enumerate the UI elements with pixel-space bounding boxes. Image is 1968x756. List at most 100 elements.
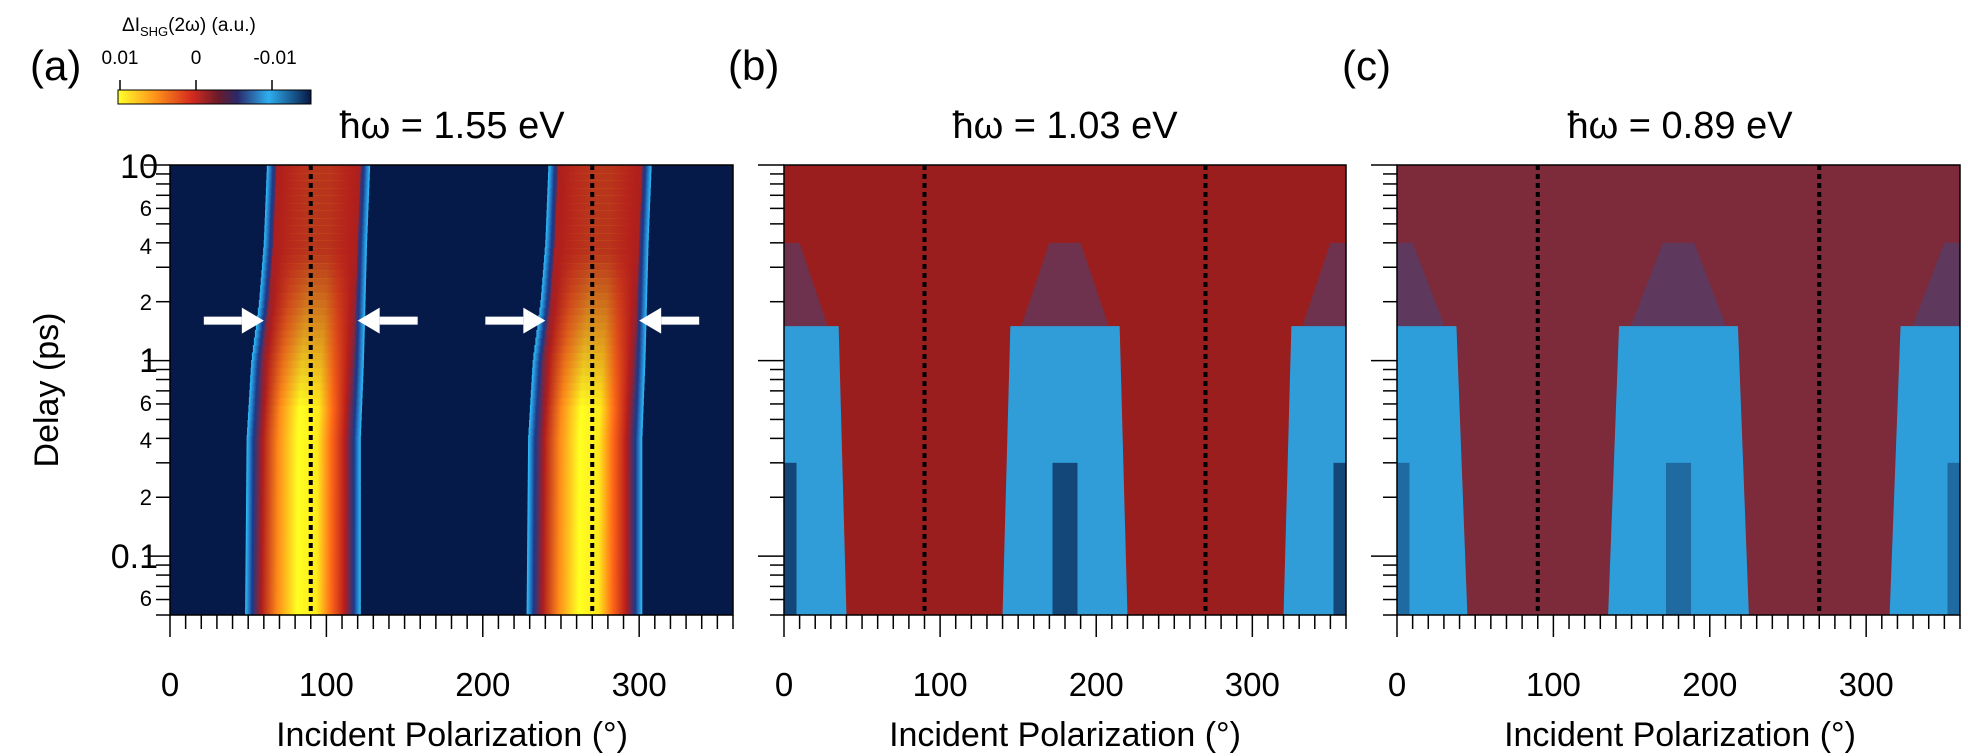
colorbar-tick-label: 0.01 — [102, 48, 139, 69]
colorbar-tick-label: 0 — [191, 48, 202, 69]
heatmap-lobe-strip — [250, 375, 364, 384]
heatmap-lobe-strip — [253, 337, 365, 346]
heatmap-lobe-strip — [245, 510, 361, 519]
heatmap-blue-lobe — [784, 326, 847, 615]
heatmap-lobes — [1397, 242, 1960, 615]
x-tick-label: 100 — [913, 666, 968, 703]
x-tick-label: 0 — [161, 666, 179, 703]
heatmap-lobe-shade — [270, 270, 357, 279]
y-minor-tick-label: 2 — [140, 485, 152, 510]
heatmap-lobe-strip — [529, 420, 643, 429]
heatmap-lobe-strip — [526, 562, 643, 571]
panel-a: 0 100 200 300 — [144, 164, 734, 703]
heatmap-lobe-strip — [247, 420, 362, 429]
heatmap-lobe-shade — [259, 375, 354, 384]
heatmap-lobe-shade — [550, 292, 638, 301]
heatmap-lobe-strip — [245, 540, 361, 549]
y-minor-tick-label: 4 — [140, 234, 152, 259]
heatmap-lobe-shade — [273, 232, 358, 241]
heatmap-lobe-strip — [247, 412, 362, 421]
x-axis-label-b: Incident Polarization (°) — [889, 716, 1241, 754]
heatmap-lobe-strip — [528, 442, 643, 451]
heatmap-lobe-strip — [527, 517, 643, 526]
heatmap-lobe-strip — [527, 547, 643, 556]
panel-c: 0 100 200 300 — [1371, 164, 1961, 703]
heatmap-lobe-strip — [251, 360, 364, 369]
panel-letter-b: (b) — [728, 42, 779, 89]
heatmap-lobe-shade — [262, 345, 355, 354]
heatmap-lobe-shade — [540, 390, 635, 399]
heatmap-lobe-strip — [246, 465, 361, 474]
heatmap-lobe-strip — [246, 457, 361, 466]
heatmap-lobe-strip — [527, 555, 643, 564]
heatmap-lobe-strip — [526, 585, 643, 594]
heatmap-lobe-strip — [531, 375, 645, 384]
heatmap-lobe-shade — [555, 217, 641, 226]
heatmap-lobe-shade — [543, 345, 637, 354]
heatmap-lobe-shade — [544, 337, 637, 346]
heatmap-lobe-shade — [275, 187, 360, 196]
heatmap-lobes — [784, 242, 1346, 615]
heatmap-lobe-shade — [546, 322, 637, 331]
heatmap-dark-core — [1052, 462, 1078, 615]
y-minor-tick-label: 4 — [140, 428, 152, 453]
heatmap-lobe-strip — [532, 367, 645, 376]
heatmap-lobe-shade — [263, 337, 356, 346]
heatmap-lobe-strip — [531, 382, 645, 391]
heatmap-lobe-strip — [527, 480, 643, 489]
heatmap-lobe-shade — [276, 165, 361, 174]
heatmap-lobe-strip — [245, 562, 361, 571]
heatmap-lobe-shade — [271, 255, 358, 264]
heatmap-lobe-strip — [245, 600, 361, 609]
heatmap-lobe-shade — [270, 277, 357, 286]
panel-title-c: ħω = 0.89 eV — [1567, 105, 1793, 147]
heatmap-dark-core — [1665, 462, 1692, 615]
heatmap-lobe-strip — [527, 510, 643, 519]
heatmap-lobe-strip — [530, 390, 645, 399]
heatmap-blue-lobe — [1397, 326, 1468, 615]
heatmap-lobe-shade — [274, 210, 359, 219]
heatmap-lobe-shade — [551, 285, 638, 294]
heatmap-lobe-shade — [272, 247, 358, 256]
heatmap-blue-lobe — [1889, 326, 1960, 615]
x-tick-label: 100 — [299, 666, 354, 703]
heatmap-lobe-shade — [274, 195, 360, 204]
heatmap-lobe-shade — [265, 322, 356, 331]
heatmap-lobe-shade — [258, 390, 354, 399]
heatmap-lobe-strip — [527, 457, 643, 466]
heatmap-lobe-strip — [535, 337, 646, 346]
annotation-arrow — [357, 307, 418, 334]
heatmap-lobe-shade — [274, 202, 360, 211]
heatmap-lobe-strip — [245, 592, 361, 601]
heatmap-lobe-strip — [527, 502, 643, 511]
heatmap-lobe-strip — [527, 540, 643, 549]
heatmap-lobe-strip — [246, 502, 361, 511]
heatmap-lobe-shade — [557, 165, 643, 174]
heatmap-lobe-strip — [526, 577, 643, 586]
heatmap-lobe-shade — [541, 367, 636, 376]
heatmap-lobe-strip — [245, 585, 361, 594]
x-tick-label: 200 — [455, 666, 510, 703]
heatmap-lobe-strip — [255, 322, 365, 331]
heatmap-lobe-strip — [528, 435, 643, 444]
heatmap-lobe-strip — [249, 390, 363, 399]
heatmap-lobe-shade — [557, 172, 642, 181]
heatmap-lobe-shade — [259, 382, 354, 391]
heatmap-lobe-strip — [246, 495, 361, 504]
heatmap-lobe-strip — [245, 577, 361, 586]
heatmap-faint-lobe — [1302, 242, 1346, 327]
heatmap-lobe-strip — [537, 322, 647, 331]
heatmap-lobe-strip — [246, 435, 361, 444]
heatmap-lobe-strip — [246, 472, 361, 481]
heatmap-lobe-strip — [534, 345, 646, 354]
heatmap-lobe-strip — [246, 487, 361, 496]
heatmap-dark-core — [1947, 462, 1960, 615]
y-axis-label: Delay (ps) — [28, 313, 66, 468]
heatmap-lobe-strip — [527, 532, 643, 541]
heatmap-lobe-shade — [551, 277, 639, 286]
heatmap-lobe-shade — [275, 172, 361, 181]
heatmap-lobe-shade — [273, 240, 358, 249]
x-tick-label: 0 — [1388, 666, 1406, 703]
heatmap-lobe-strip — [246, 480, 361, 489]
